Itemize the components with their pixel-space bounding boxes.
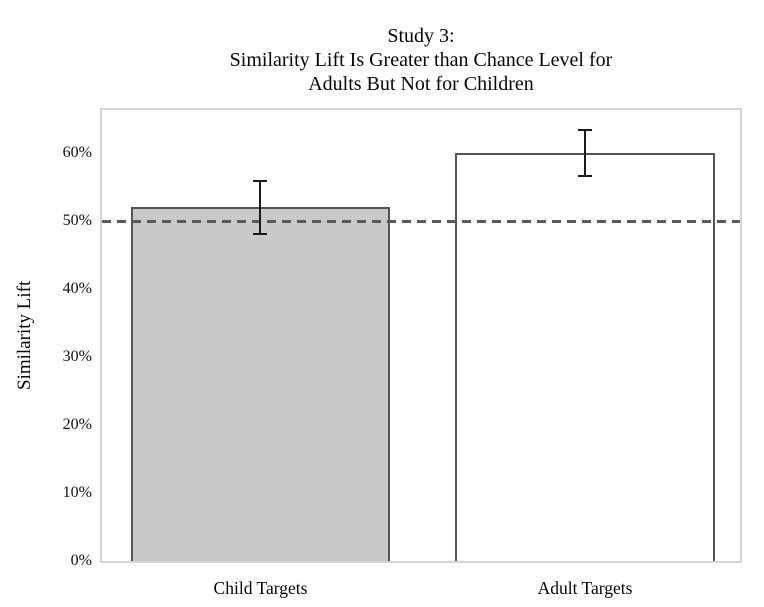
bar-adult-targets [455,153,715,561]
x-tick-label-adult-targets: Adult Targets [537,578,633,598]
error-bar-cap-bottom [253,232,267,235]
error-bar-adult-targets [578,129,592,177]
chance-level-reference-line [102,219,740,223]
error-bar-stem [259,180,261,235]
y-tick-label-40: 40% [62,280,92,297]
plot-inner [102,110,740,561]
chart-title-line-1: Study 3: [387,25,455,47]
error-bar-stem [584,129,586,177]
chart-title-line-3: Adults But Not for Children [308,73,534,95]
error-bar-child-targets [253,180,267,235]
bar-child-targets [131,207,390,561]
plot-area [100,108,742,563]
error-bar-cap-bottom [578,174,592,177]
chart-title-line-2: Similarity Lift Is Greater than Chance L… [229,49,613,71]
y-tick-label-10: 10% [62,484,92,501]
x-tick-label-child-targets: Child Targets [213,578,308,598]
y-tick-label-0: 0% [70,552,92,569]
y-tick-label-30: 30% [62,348,92,365]
y-tick-label-20: 20% [62,416,92,433]
y-tick-label-50: 50% [62,212,92,229]
y-tick-label-60: 60% [62,144,92,161]
chart-title: Study 3: Similarity Lift Is Greater than… [100,24,742,96]
